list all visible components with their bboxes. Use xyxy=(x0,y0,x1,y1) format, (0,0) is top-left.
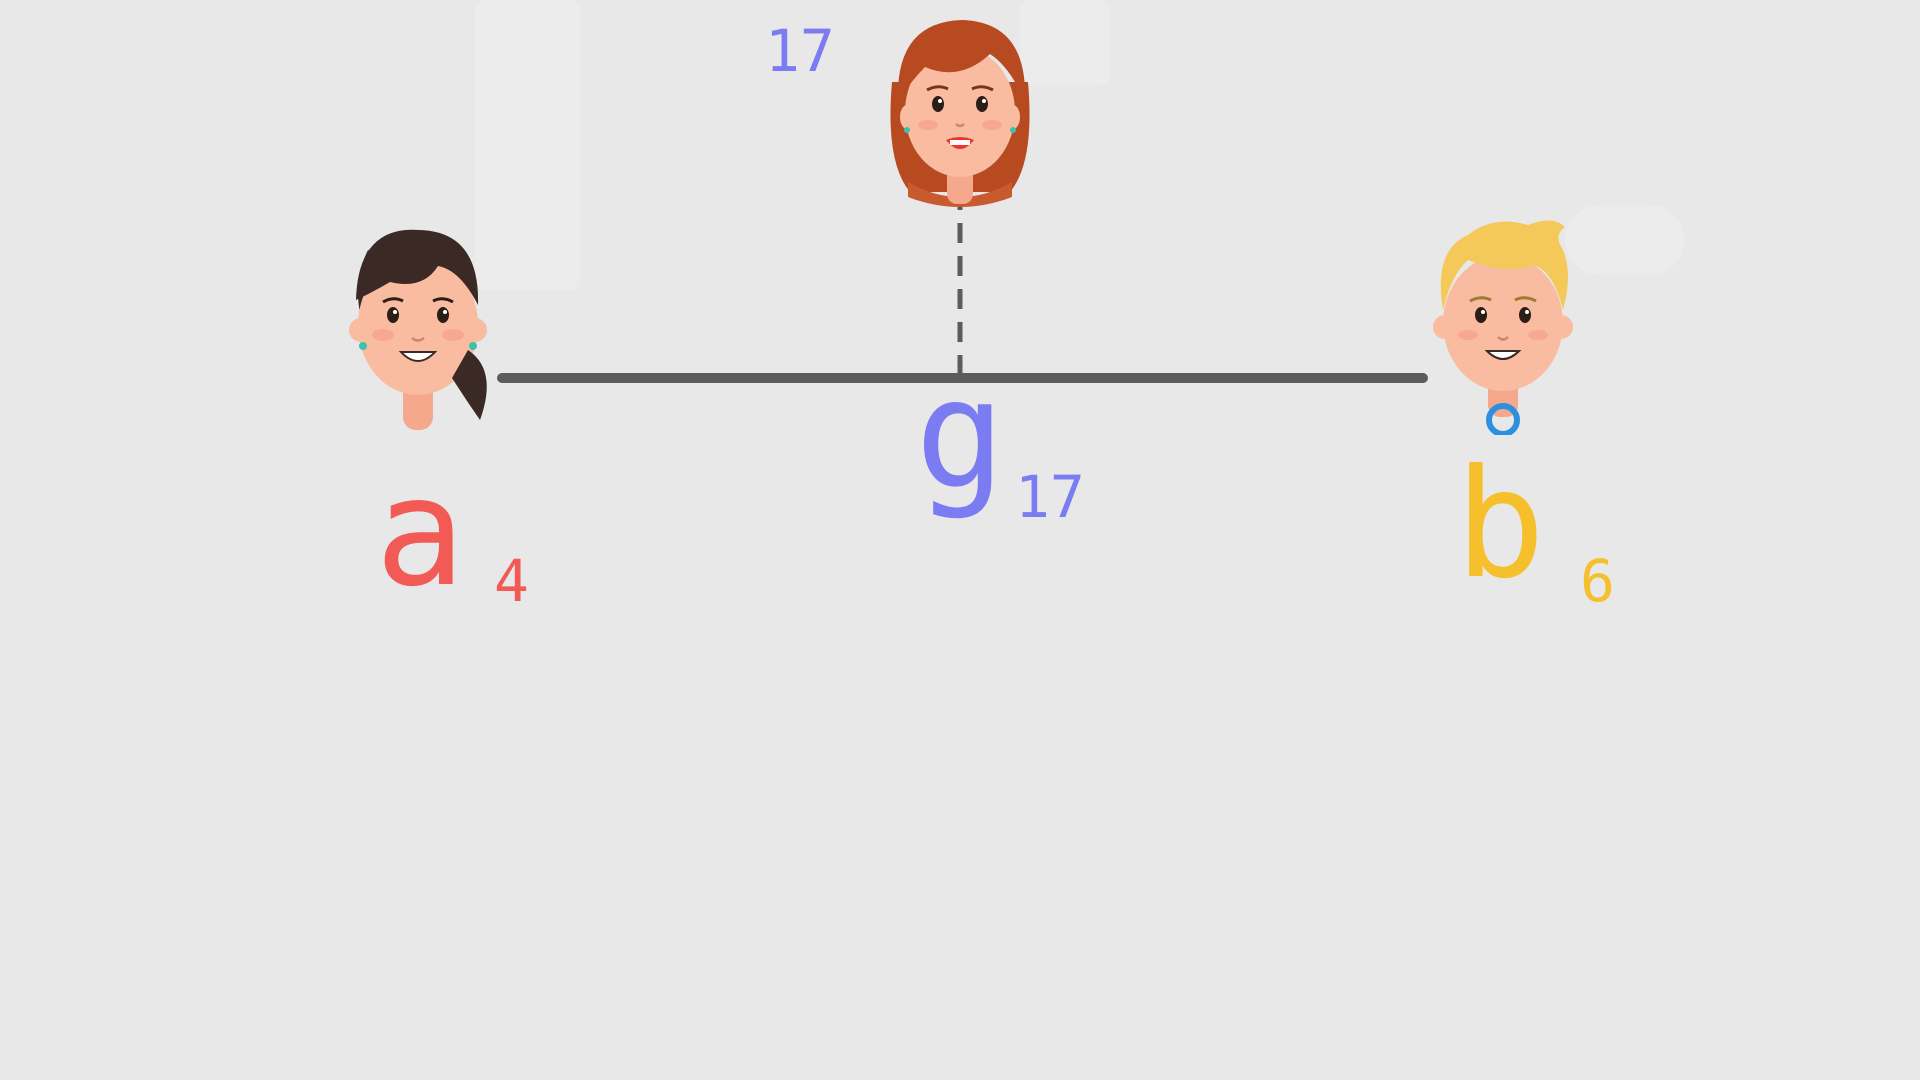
left-letter: a xyxy=(375,446,466,620)
middle-letter: g xyxy=(915,348,1006,522)
blond-boy-avatar-icon xyxy=(1433,220,1573,435)
background-smudge xyxy=(1565,205,1685,275)
top-value: 17 xyxy=(765,17,835,85)
left-number: 4 xyxy=(494,547,529,615)
right-letter: b xyxy=(1455,438,1546,612)
brunette-girl-avatar-icon xyxy=(349,229,487,430)
middle-number: 17 xyxy=(1015,463,1085,531)
redhead-girl-avatar-icon xyxy=(890,20,1030,207)
right-number: 6 xyxy=(1580,547,1615,615)
background-smudge xyxy=(475,0,580,290)
background-smudge xyxy=(1020,0,1110,85)
